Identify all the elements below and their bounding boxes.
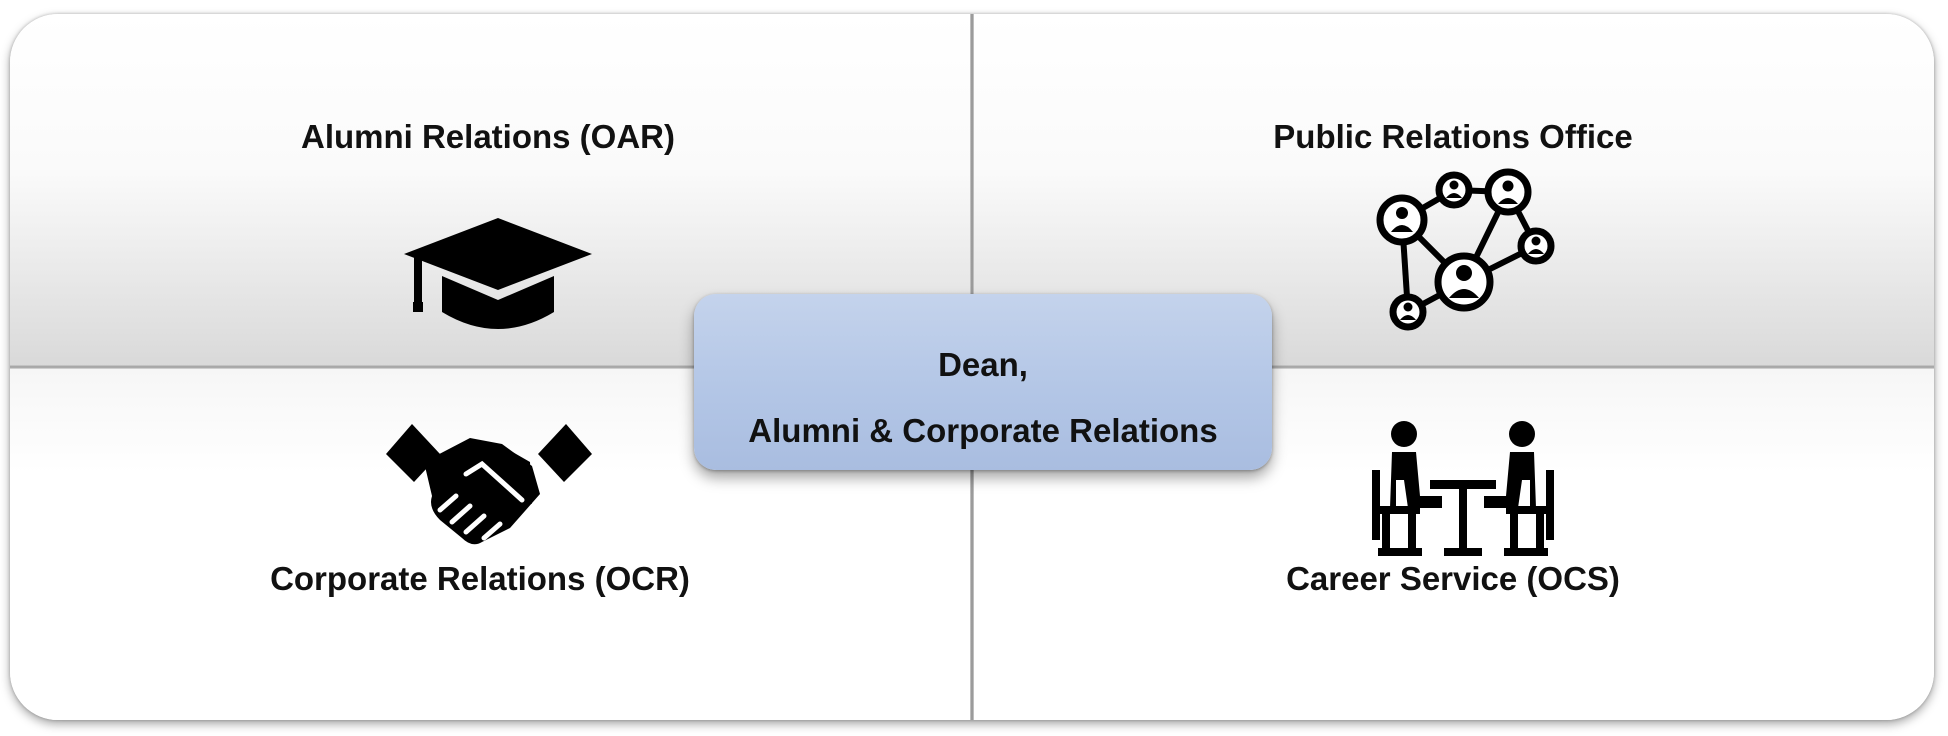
meeting-table-icon [1372,421,1554,556]
dean-center-box: Dean, Alumni & Corporate Relations [694,294,1272,470]
alumni-relations-label: Alumni Relations (OAR) [300,118,675,155]
people-network-icon [1376,168,1555,331]
graduation-cap-icon [404,218,592,329]
dean-title-line1: Dean, [938,346,1028,383]
career-service-label: Career Service (OCS) [1286,560,1620,597]
public-relations-label: Public Relations Office [1273,118,1633,155]
handshake-icon [386,424,592,545]
corporate-relations-label: Corporate Relations (OCR) [270,560,690,597]
dean-title-line2: Alumni & Corporate Relations [748,412,1218,449]
diagram-frame: Alumni Relations (OAR) Public Relations … [10,14,1934,720]
